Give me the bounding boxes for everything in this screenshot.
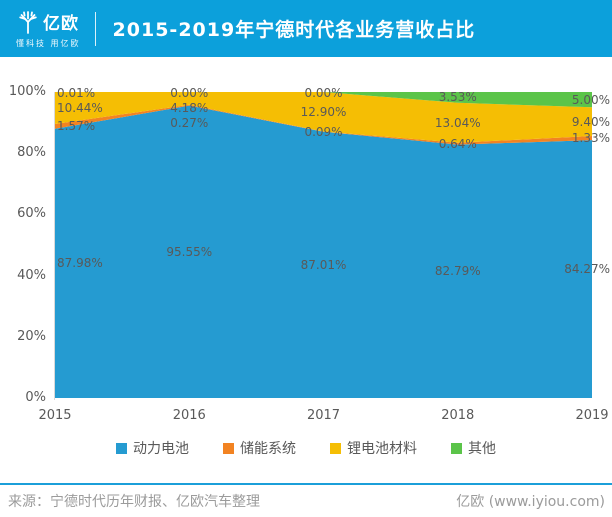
y-axis-label: 0%: [25, 390, 46, 405]
value-label: 84.27%: [564, 262, 610, 277]
value-label: 5.00%: [571, 92, 610, 107]
value-label: 82.79%: [434, 264, 481, 279]
iyiou-logo-icon: [16, 9, 40, 35]
value-label: 0.00%: [170, 86, 209, 100]
x-axis-label: 2016: [172, 408, 206, 423]
value-label: 87.01%: [300, 257, 347, 272]
legend-item: 储能系统: [223, 438, 296, 458]
value-label: 9.40%: [571, 114, 610, 129]
footer-divider: [0, 483, 612, 485]
header-divider: [94, 11, 96, 46]
legend-item: 锂电池材料: [330, 438, 417, 458]
value-label: 13.04%: [434, 115, 481, 130]
logo-text: 亿欧: [43, 14, 79, 34]
page-title: 2015-2019年宁德时代各业务营收占比: [112, 19, 476, 41]
y-axis-label: 20%: [17, 328, 46, 344]
legend-item: 动力电池: [116, 438, 189, 458]
value-label: 4.18%: [170, 101, 209, 115]
value-label: 0.00%: [304, 86, 343, 100]
header-banner: 亿欧 懂科技 用亿欧 2015-2019年宁德时代各业务营收占比: [0, 0, 612, 57]
legend-swatch: [330, 442, 341, 454]
value-label: 95.55%: [166, 244, 213, 259]
legend-swatch: [223, 442, 234, 454]
legend-label: 锂电池材料: [347, 441, 417, 457]
value-label: 3.53%: [438, 90, 477, 105]
legend-label: 其他: [468, 441, 496, 457]
footer: 来源：宁德时代历年财报、亿欧汽车整理 亿欧 (www.iyiou.com): [0, 483, 612, 517]
y-axis-line: [54, 92, 55, 400]
legend-label: 储能系统: [240, 441, 296, 457]
source-text: 来源：宁德时代历年财报、亿欧汽车整理: [8, 494, 260, 510]
value-label: 0.09%: [304, 124, 343, 139]
area-band-1: [55, 104, 592, 145]
value-label: 0.01%: [57, 86, 96, 100]
area-band-0: [55, 105, 592, 398]
y-axis-label: 40%: [17, 267, 46, 283]
value-label: 0.64%: [438, 136, 477, 151]
value-label: 87.98%: [57, 256, 103, 271]
value-label: 12.90%: [300, 104, 347, 119]
value-label: 10.44%: [57, 101, 103, 115]
x-axis-label: 2018: [441, 408, 475, 423]
iyiou-logo: 亿欧 懂科技 用亿欧: [16, 9, 81, 49]
stacked-area-chart: 0% 20% 40% 60% 80% 100% 2015 2016 2017 2018 2019 …: [0, 57, 612, 457]
logo-tagline: 懂科技 用亿欧: [16, 38, 81, 48]
value-label: 1.57%: [57, 119, 96, 134]
legend-label: 动力电池: [133, 441, 189, 457]
x-axis-label: 2019: [575, 408, 609, 423]
legend-swatch: [116, 442, 127, 454]
value-label: 0.27%: [170, 116, 209, 130]
value-label: 1.33%: [571, 131, 610, 146]
area-band-3: [55, 92, 592, 108]
y-axis-label: 100%: [8, 84, 46, 99]
legend-swatch: [451, 442, 462, 454]
legend: 动力电池 储能系统 锂电池材料 其他: [0, 438, 612, 458]
y-axis-label: 60%: [17, 206, 46, 222]
x-axis-label: 2015: [38, 408, 72, 423]
area-band-2: [55, 92, 592, 143]
plot-svg: [55, 92, 592, 398]
x-axis-label: 2017: [306, 408, 341, 423]
brand-text: 亿欧 (www.iyiou.com): [456, 494, 605, 510]
legend-item: 其他: [451, 438, 496, 458]
y-axis-label: 80%: [17, 145, 46, 161]
